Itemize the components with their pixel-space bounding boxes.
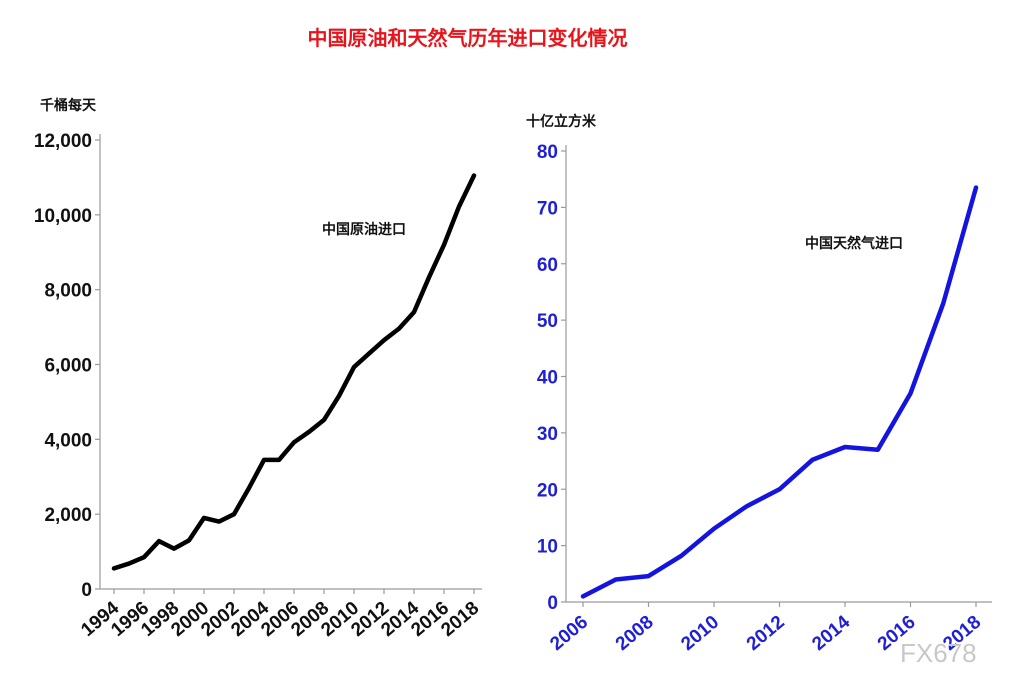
gas-y-unit-label: 十亿立方米 xyxy=(526,113,597,130)
oil-y-tick-label: 6,000 xyxy=(44,356,92,377)
oil-y-unit-label: 千桶每天 xyxy=(40,97,97,114)
watermark-text: FX678 xyxy=(900,638,977,668)
oil-series-annotation: 中国原油进口 xyxy=(322,221,406,238)
gas-x-tick-label: 2012 xyxy=(743,612,789,655)
gas-y-tick-label: 10 xyxy=(537,537,558,558)
gas-x-tick-label: 2008 xyxy=(612,612,658,655)
gas-y-tick-label: 80 xyxy=(537,142,558,163)
oil-y-tick-label: 0 xyxy=(81,580,92,601)
gas-x-tick-label: 2010 xyxy=(677,612,723,655)
gas-y-tick-label: 40 xyxy=(537,368,558,389)
gas-x-tick-label: 2006 xyxy=(546,612,592,655)
gas-series-line xyxy=(580,185,979,599)
oil-y-tick-label: 8,000 xyxy=(44,281,92,302)
oil-import-chart: 02,0004,0006,0008,00010,00012,0001994199… xyxy=(34,97,483,641)
gas-series-annotation: 中国天然气进口 xyxy=(805,235,903,252)
oil-y-tick-label: 10,000 xyxy=(34,206,92,227)
oil-y-tick-label: 2,000 xyxy=(44,505,92,526)
gas-y-tick-label: 0 xyxy=(547,593,558,614)
gas-y-tick-label: 20 xyxy=(537,480,558,501)
gas-y-tick-label: 50 xyxy=(537,311,558,332)
gas-y-tick-label: 70 xyxy=(537,198,558,219)
gas-y-tick-label: 30 xyxy=(537,424,558,445)
gas-x-tick-label: 2014 xyxy=(808,611,854,655)
oil-y-tick-label: 12,000 xyxy=(34,131,92,152)
oil-y-tick-label: 4,000 xyxy=(44,430,92,451)
chart-title: 中国原油和天然气历年进口变化情况 xyxy=(307,26,628,50)
gas-y-tick-label: 60 xyxy=(537,255,558,276)
oil-series-line xyxy=(111,173,477,571)
